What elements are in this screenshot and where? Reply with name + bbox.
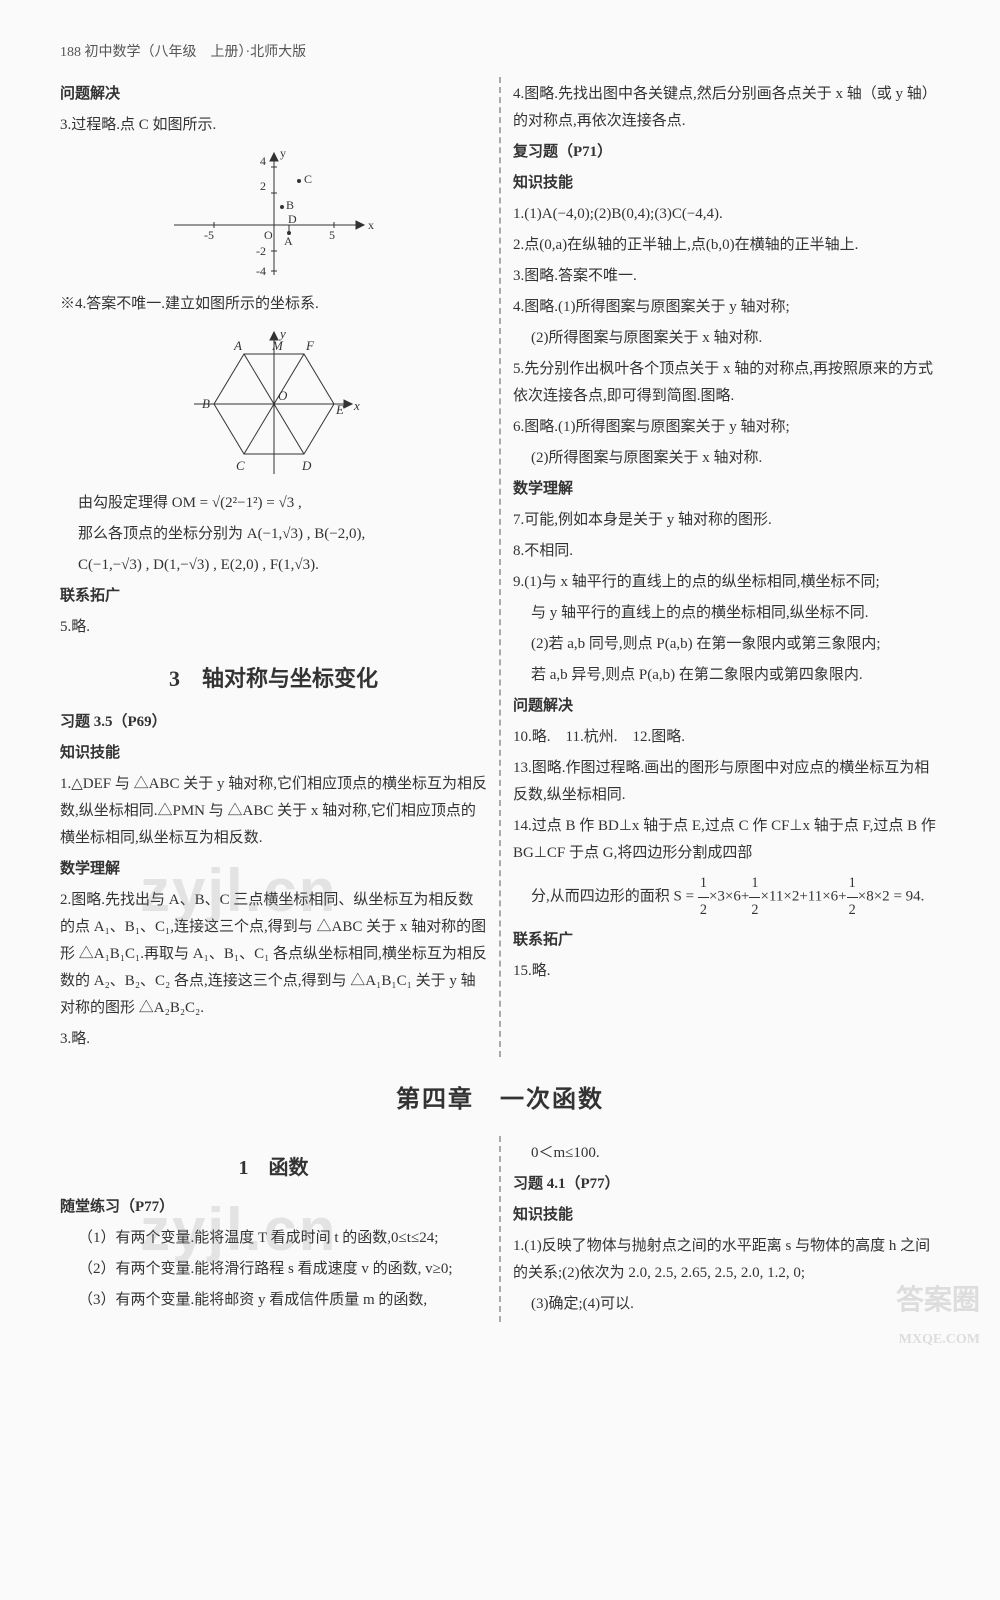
m-range: 0＜m≤100.: [513, 1140, 940, 1167]
r-1: 1.(1)A(−4,0);(2)B(0,4);(3)C(−4,4).: [513, 201, 940, 228]
rf1: 1.(1)反映了物体与抛射点之间的水平距离 s 与物体的高度 h 之间的关系;(…: [513, 1233, 940, 1287]
f1: （1）有两个变量.能将温度 T 看成时间 t 的函数,0≤t≤24;: [60, 1225, 487, 1252]
heading-skill-r: 知识技能: [513, 170, 940, 197]
footer-watermark: 答案圈 MXQE.COM: [896, 1276, 980, 1352]
r-5: 5.先分别作出枫叶各个顶点关于 x 轴的对称点,再按照原来的方式依次连接各点,即…: [513, 356, 940, 410]
q4a: ※4.答案不唯一.建立如图所示的坐标系.: [60, 291, 487, 318]
heading-problem-r: 问题解决: [513, 693, 940, 720]
figure-hexagon: A M F B O E C D x y: [184, 324, 364, 484]
chapter-4-title: 第四章 一次函数: [60, 1079, 940, 1122]
svg-text:-4: -4: [256, 264, 266, 278]
svg-text:B: B: [202, 396, 210, 411]
r-14a: 14.过点 B 作 BD⊥x 轴于点 E,过点 C 作 CF⊥x 轴于点 F,过…: [513, 813, 940, 867]
r-3: 3.图略.答案不唯一.: [513, 263, 940, 290]
r-9b: 与 y 轴平行的直线上的点的横坐标相同,纵坐标不同.: [513, 600, 940, 627]
heading-skill-r2: 知识技能: [513, 1202, 940, 1229]
svg-text:O: O: [264, 228, 273, 242]
r-10-12: 10.略. 11.杭州. 12.图略.: [513, 724, 940, 751]
l-q2: 2.图略.先找出与 A、B、C 三点横坐标相同、纵坐标互为相反数的点 A₁、B₁…: [60, 887, 487, 1022]
r-6a: 6.图略.(1)所得图案与原图案关于 y 轴对称;: [513, 414, 940, 441]
practice-label: 随堂练习（P77）: [60, 1194, 487, 1221]
svg-text:5: 5: [329, 228, 335, 242]
svg-text:A: A: [233, 338, 242, 353]
ex41-label: 习题 4.1（P77）: [513, 1171, 940, 1198]
svg-text:2: 2: [260, 179, 266, 193]
l-q1: 1.△DEF 与 △ABC 关于 y 轴对称,它们相应顶点的横坐标互为相反数,纵…: [60, 771, 487, 852]
svg-text:F: F: [305, 338, 315, 353]
r-9c: (2)若 a,b 同号,则点 P(a,b) 在第一象限内或第三象限内;: [513, 631, 940, 658]
svg-text:y: y: [280, 146, 286, 160]
r-9d: 若 a,b 异号,则点 P(a,b) 在第二象限内或第四象限内.: [513, 662, 940, 689]
heading-skill-l: 知识技能: [60, 740, 487, 767]
r-4: 4.图略.先找出图中各关键点,然后分别画各点关于 x 轴（或 y 轴）的对称点,…: [513, 81, 940, 135]
r-4b: 4.图略.(1)所得图案与原图案关于 y 轴对称;: [513, 294, 940, 321]
svg-text:B: B: [286, 198, 294, 212]
svg-text:-5: -5: [204, 228, 214, 242]
review-label: 复习题（P71）: [513, 139, 940, 166]
q4b: 由勾股定理得 OM = √(2²−1²) = √3 ,: [60, 490, 487, 517]
figure-coord-axes: -5 5 4 2 -2 -4 O x y A B C D: [164, 145, 384, 285]
l-q3: 3.略.: [60, 1026, 487, 1053]
svg-text:C: C: [236, 458, 245, 473]
r-7: 7.可能,例如本身是关于 y 轴对称的图形.: [513, 507, 940, 534]
left-column: 问题解决 3.过程略.点 C 如图所示. -5 5 4 2 -2 -4 O x …: [60, 77, 499, 1057]
heading-math-r: 数学理解: [513, 476, 940, 503]
r-9a: 9.(1)与 x 轴平行的直线上的点的纵坐标相同,横坐标不同;: [513, 569, 940, 596]
section-3-title: 3 轴对称与坐标变化: [60, 659, 487, 699]
heading-ext: 联系拓广: [60, 583, 487, 610]
svg-text:D: D: [301, 458, 312, 473]
r-14b: 分,从而四边形的面积 S = 12×3×6+12×11×2+11×6+12×8×…: [513, 871, 940, 923]
svg-text:E: E: [335, 402, 344, 417]
right-column-2: 0＜m≤100. 习题 4.1（P77） 知识技能 1.(1)反映了物体与抛射点…: [501, 1136, 940, 1322]
q4d: C(−1,−√3) , D(1,−√3) , E(2,0) , F(1,√3).: [60, 552, 487, 579]
q4c: 那么各顶点的坐标分别为 A(−1,√3) , B(−2,0),: [60, 521, 487, 548]
section-func-title: 1 函数: [60, 1150, 487, 1186]
lower-columns: zyjl.cn 1 函数 随堂练习（P77） （1）有两个变量.能将温度 T 看…: [60, 1136, 940, 1322]
page-header: 188 初中数学（八年级 上册）·北师大版: [60, 40, 940, 65]
r-2: 2.点(0,a)在纵轴的正半轴上,点(b,0)在横轴的正半轴上.: [513, 232, 940, 259]
q5: 5.略.: [60, 614, 487, 641]
svg-text:x: x: [368, 218, 374, 232]
svg-text:4: 4: [260, 154, 266, 168]
heading-problem: 问题解决: [60, 81, 487, 108]
r-15: 15.略.: [513, 958, 940, 985]
left-column-2: 1 函数 随堂练习（P77） （1）有两个变量.能将温度 T 看成时间 t 的函…: [60, 1136, 499, 1322]
heading-math-l: 数学理解: [60, 856, 487, 883]
r-8: 8.不相同.: [513, 538, 940, 565]
right-column: 4.图略.先找出图中各关键点,然后分别画各点关于 x 轴（或 y 轴）的对称点,…: [501, 77, 940, 1057]
rf2: (3)确定;(4)可以.: [513, 1291, 940, 1318]
r-6b: (2)所得图案与原图案关于 x 轴对称.: [513, 445, 940, 472]
q3: 3.过程略.点 C 如图所示.: [60, 112, 487, 139]
f3: （3）有两个变量.能将邮资 y 看成信件质量 m 的函数,: [60, 1287, 487, 1314]
svg-text:D: D: [288, 212, 297, 226]
svg-text:-2: -2: [256, 244, 266, 258]
r-13: 13.图略.作图过程略.画出的图形与原图中对应点的横坐标互为相反数,纵坐标相同.: [513, 755, 940, 809]
f2: （2）有两个变量.能将滑行路程 s 看成速度 v 的函数, v≥0;: [60, 1256, 487, 1283]
r-4c: (2)所得图案与原图案关于 x 轴对称.: [513, 325, 940, 352]
svg-text:O: O: [278, 388, 288, 403]
svg-text:x: x: [353, 398, 360, 413]
svg-text:y: y: [278, 326, 286, 341]
heading-ext-r: 联系拓广: [513, 927, 940, 954]
svg-text:A: A: [284, 234, 293, 248]
ex35-label: 习题 3.5（P69）: [60, 709, 487, 736]
upper-columns: zyjl.cn 问题解决 3.过程略.点 C 如图所示. -5 5 4 2 -2…: [60, 77, 940, 1057]
svg-text:C: C: [304, 172, 312, 186]
